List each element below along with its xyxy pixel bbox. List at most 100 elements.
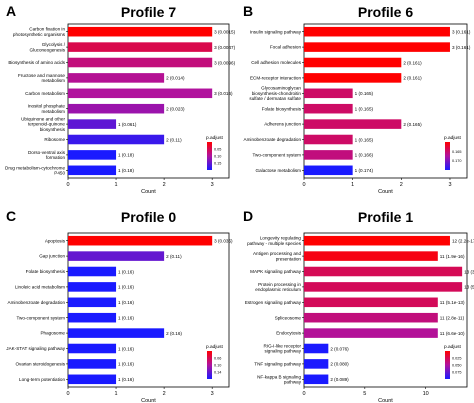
category-label: Ribosome xyxy=(44,137,65,142)
x-tick-label: 3 xyxy=(211,391,214,397)
bar-value-label: 2 (0.11) xyxy=(166,137,182,142)
bar xyxy=(304,266,463,277)
panel-letter: B xyxy=(243,3,253,19)
bar-value-label: 1 (0.16) xyxy=(118,285,134,290)
x-tick-label: 2 xyxy=(163,391,166,397)
panel-letter: A xyxy=(6,3,16,19)
x-tick-label: 10 xyxy=(423,391,429,397)
category-label: Folate biosynthesis xyxy=(26,269,66,274)
plot-frame xyxy=(67,232,230,388)
category-label: Focal adhesion xyxy=(270,45,302,50)
bar-value-label: 13 (5.1e-13) xyxy=(464,285,474,290)
panel-c: C Profile 0 3 (0.035) Apoptosis 2 (0.11) Gap … xyxy=(6,208,233,403)
bar-value-label: 1 (0.16) xyxy=(118,300,134,305)
x-axis-label: Count xyxy=(141,398,156,403)
category-label: Long-term potentiation xyxy=(19,377,65,382)
legend-tick-label: 0.050 xyxy=(452,364,462,368)
bar xyxy=(304,343,329,354)
legend-tick-label: 0.025 xyxy=(452,357,462,361)
bar-value-label: 2 (0.014) xyxy=(166,76,185,81)
bar-value-label: 3 (0.0015) xyxy=(214,30,235,35)
panel-title: Profile 6 xyxy=(358,4,413,20)
legend-tick-label: 0.170 xyxy=(452,159,462,163)
x-axis-label: Count xyxy=(141,189,156,195)
category-label: Dorso-ventral axis formation xyxy=(28,150,66,160)
bar-value-label: 11 (1.9e-16) xyxy=(440,254,465,259)
bar xyxy=(304,297,438,308)
bar-value-label: 3 (0.161) xyxy=(452,30,471,35)
bar xyxy=(304,312,438,323)
category-label: ECM-receptor interaction xyxy=(250,76,302,81)
legend-tick-label: 0.165 xyxy=(452,150,462,154)
bar-value-label: 13 (3.2e-13) xyxy=(464,269,474,274)
bar xyxy=(304,88,353,99)
category-label: Aminobenzoate degradation xyxy=(8,300,66,305)
legend-tick-label: 0.15 xyxy=(214,162,221,166)
bar xyxy=(304,150,353,160)
legend-tick-label: 0.14 xyxy=(214,371,221,375)
bar xyxy=(68,251,165,261)
bar xyxy=(304,57,402,68)
legend-tick-label: 0.05 xyxy=(214,148,221,152)
category-label: Longevity regulating pathway - multiple s… xyxy=(247,236,302,246)
bar xyxy=(68,73,165,83)
category-label: Glycosaminoglycan biosynthesis-chondroiti… xyxy=(249,86,301,101)
category-label: RIG-I-like receptor signaling pathway xyxy=(263,344,301,354)
bar xyxy=(304,42,450,52)
bar-value-label: 2 (0.161) xyxy=(403,60,422,65)
legend-tick-label: 0.10 xyxy=(214,364,221,368)
bar-value-label: 12 (2.2e-17) xyxy=(452,239,474,244)
category-label: Drug metabolism-cytochrome P450 xyxy=(5,165,65,175)
category-label: NF-kappa B signaling pathway xyxy=(257,374,302,384)
bar-value-label: 1 (0.18) xyxy=(118,153,134,158)
bar-value-label: 3 (0.016) xyxy=(214,91,233,96)
category-label: Adherens junction xyxy=(264,122,301,127)
plot-frame xyxy=(303,232,468,388)
bar xyxy=(68,88,213,99)
legend-title: p.adjust xyxy=(206,135,223,141)
category-label: Two-component system xyxy=(252,153,301,158)
category-label: TNF signaling pathway xyxy=(254,362,301,367)
legend-colorbar xyxy=(445,351,450,379)
category-label: Two-component system xyxy=(16,315,65,320)
category-label: Ubiquinone and other terpenoid-quinone bio… xyxy=(21,117,66,132)
bar xyxy=(304,73,402,83)
bar xyxy=(304,103,353,114)
legend-colorbar xyxy=(207,351,212,379)
x-tick-label: 0 xyxy=(66,391,69,397)
category-label: Galactose metabolism xyxy=(256,168,302,173)
panel-d: D Profile 1 12 (2.2e-17) Longevity regulati… xyxy=(243,208,474,403)
x-tick-label: 1 xyxy=(115,391,118,397)
x-tick-label: 0 xyxy=(302,182,305,188)
category-label: Spliceosome xyxy=(275,315,302,320)
legend-tick-label: 0.10 xyxy=(214,155,221,159)
bar-value-label: 3 (0.161) xyxy=(452,45,471,50)
x-tick-label: 2 xyxy=(400,182,403,188)
bar xyxy=(304,26,450,37)
legend-tick-label: 0.075 xyxy=(452,371,462,375)
x-axis-label: Count xyxy=(378,189,393,195)
bar xyxy=(68,282,117,292)
legend-colorbar xyxy=(445,142,450,170)
bar xyxy=(304,359,329,369)
x-tick-label: 0 xyxy=(302,391,305,397)
category-label: Protein processing in endoplasmic reticul… xyxy=(255,282,301,292)
plot-frame xyxy=(303,23,468,179)
category-label: Apoptosis xyxy=(45,238,66,243)
bar xyxy=(304,134,353,145)
bar-value-label: 2 (0.023) xyxy=(166,107,185,112)
category-label: JAK-STAT signaling pathway xyxy=(6,346,65,351)
category-label: Carbon metabolism xyxy=(25,91,65,96)
bar xyxy=(68,374,117,385)
bar-value-label: 11 (2.8e-11) xyxy=(440,316,465,321)
bar xyxy=(68,266,117,277)
category-label: MAPK signaling pathway xyxy=(250,269,302,274)
category-label: Carbon fixation in photosynthetic organis… xyxy=(13,27,66,37)
bar xyxy=(68,359,117,369)
bar xyxy=(304,282,463,292)
bar xyxy=(304,119,402,129)
bar xyxy=(68,103,165,114)
category-label: Insulin signaling pathway xyxy=(250,29,302,34)
bar-value-label: 3 (0.035) xyxy=(214,239,233,244)
bar-value-label: 2 (0.161) xyxy=(403,76,422,81)
